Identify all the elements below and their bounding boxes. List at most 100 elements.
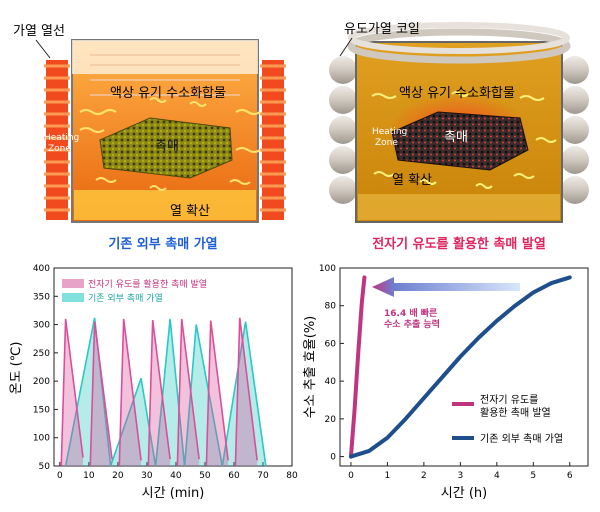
catalyst-label-right: 촉매 (444, 130, 468, 145)
chart2-xlabel: 시간 (h) (441, 486, 487, 501)
heating-zone-label-right-line2: Zone (375, 138, 398, 148)
chart1-xtick-label: 60 (228, 471, 240, 481)
chart2-ylabel: 수소 추출 효율(%) (303, 316, 318, 419)
chart1-legend-external: 기존 외부 촉매 가열 (88, 292, 163, 304)
chart1-ytick-label: 100 (33, 434, 50, 444)
chart1-cycle-area-external (65, 317, 111, 466)
chart1-ytick-label: 50 (39, 462, 51, 472)
speedup-annotation-line1: 16.4 배 빠른 (384, 307, 437, 319)
chart1-cycle-line-induction (234, 317, 258, 467)
chart2-frame (339, 267, 589, 467)
chart1-ytick-label: 250 (33, 349, 50, 359)
chart1-cycle-area-external (155, 318, 185, 466)
chart2-legend-induction-line2: 활용한 촉매 발열 (480, 406, 551, 419)
caption-right: 전자기 유도를 활용한 촉매 발열 (372, 236, 546, 252)
diffusion-label-right: 열 확산 (392, 173, 432, 188)
chart1-cycle-area-induction (119, 318, 142, 466)
chart1-ytick-label: 350 (33, 292, 50, 302)
chart1-cycle-line-induction (205, 320, 229, 467)
chart1-xtick-label: 80 (286, 471, 298, 481)
chart1-ytick-label: 200 (33, 377, 50, 387)
chart1-cycle-line-induction (60, 318, 84, 467)
chart1-series-layer (60, 317, 267, 467)
chart2-ytick-label: 40 (325, 377, 337, 387)
chart2-xtick-label: 1 (385, 471, 391, 481)
chart1-xtick-label: 40 (170, 471, 182, 481)
chart1-cycle-line-external (154, 318, 186, 467)
speedup-annotation-line2: 수소 추출 능력 (384, 318, 440, 330)
chart1-cycle-area-induction (177, 318, 200, 466)
chart1-legend-induction: 전자기 유도를 활용한 촉매 발열 (88, 278, 207, 290)
caption-left: 기존 외부 촉매 가열 (108, 236, 217, 252)
chart2-line-external (348, 275, 572, 459)
chart2-xtick-label: 5 (530, 471, 536, 481)
chart1-y-ticks: 50 100 150 200 250 300 350 400 (33, 264, 58, 472)
chart1-cycle-line-induction (118, 318, 142, 467)
chart2-ytick-label: 100 (319, 264, 336, 274)
chart1-cycle-area-induction (235, 317, 258, 466)
chart2-ytick-label: 20 (325, 415, 337, 425)
chart1-legend-swatch-external (62, 293, 84, 302)
wire-label-leader (35, 39, 51, 59)
induction-coil-label: 유도가열 코일 (344, 22, 420, 37)
chart1-cycle-line-external (64, 317, 112, 467)
chart1-legend: 전자기 유도를 활용한 촉매 발열 기존 외부 촉매 가열 (62, 278, 207, 304)
chart2-xtick-label: 0 (348, 471, 354, 481)
chart2-legend: 전자기 유도를 활용한 촉매 발열 기존 외부 촉매 가열 (452, 394, 563, 445)
speedup-arrow (372, 277, 520, 297)
chart1-cycle-line-induction (176, 318, 200, 467)
catalyst-block-left (99, 117, 233, 179)
catalyst-label-left: 촉매 (155, 139, 179, 154)
chart1-ylabel: 온도 (℃) (9, 342, 24, 395)
catalyst-block-right (391, 111, 529, 171)
chart2-series-layer (348, 275, 572, 459)
external-heating-illustration: 가열 열선 액상 유기 수소화합물 Heating Zone 촉매 열 확산 기… (13, 24, 286, 252)
chart2-xtick-label: 4 (494, 471, 500, 481)
heating-wire-right (260, 60, 286, 220)
chart1-x-ticks: 0 10 20 30 40 50 60 70 80 (57, 462, 298, 481)
chart2-xtick-label: 6 (567, 471, 573, 481)
chart1-cycle-line-induction (89, 321, 113, 467)
chart1-cycle-area-induction (206, 320, 229, 466)
chart1-xtick-label: 30 (141, 471, 153, 481)
chart1-cycle-area-induction (148, 320, 171, 466)
chart2-x-ticks: 0 1 2 3 4 5 6 (348, 462, 573, 481)
chart1-xtick-label: 10 (83, 471, 95, 481)
chart2-legend-induction-line1: 전자기 유도를 (480, 394, 538, 406)
chart2-xtick-label: 3 (457, 471, 463, 481)
chart1-xtick-label: 20 (112, 471, 124, 481)
diffusion-label-left: 열 확산 (170, 204, 210, 219)
chart1-frame (53, 267, 293, 467)
heating-zone-label-right-line1: Heating (372, 127, 407, 137)
chart1-legend-swatch-induction (62, 279, 84, 288)
chart1-cycle-line-external (183, 324, 224, 467)
induction-heating-illustration: 유도가열 코일 액상 유기 수소화합물 Heating Zone 촉매 열 확산… (329, 22, 589, 252)
chart1-xtick-label: 70 (257, 471, 269, 481)
chart1-ytick-label: 400 (33, 264, 50, 274)
heating-wire-left (44, 60, 70, 220)
temperature-chart: 50 100 150 200 250 300 350 400 0 10 20 30 40 50 60 70 8… (9, 264, 298, 501)
chart2-ytick-label: 80 (325, 302, 337, 312)
chart1-cycle-line-external (221, 321, 267, 467)
heating-wire-label: 가열 열선 (13, 24, 65, 39)
chart1-cycle-line-induction (147, 319, 171, 467)
chart1-xtick-label: 50 (199, 471, 211, 481)
heating-zone-label-left-line1: Heating (44, 133, 79, 143)
liquid-label-left: 액상 유기 수소화합물 (110, 86, 226, 101)
chart2-line-induction (348, 275, 367, 459)
chart1-cycle-area-external (222, 321, 266, 466)
liquid-label-right: 액상 유기 수소화합물 (399, 86, 515, 101)
chart1-cycle-area-induction (90, 321, 113, 466)
heating-zone-label-left-line2: Zone (48, 144, 71, 154)
chart2-legend-external: 기존 외부 촉매 가열 (480, 433, 563, 445)
chart1-xtick-label: 0 (57, 471, 63, 481)
chart2-ytick-label: 60 (325, 339, 337, 349)
chart1-xlabel: 시간 (min) (142, 486, 205, 501)
chart1-ytick-label: 150 (33, 405, 50, 415)
chart1-cycle-area-induction (61, 318, 84, 466)
chart1-ytick-label: 300 (33, 321, 50, 331)
coil-label-leader (339, 37, 353, 57)
heat-arrows-right (371, 91, 557, 189)
